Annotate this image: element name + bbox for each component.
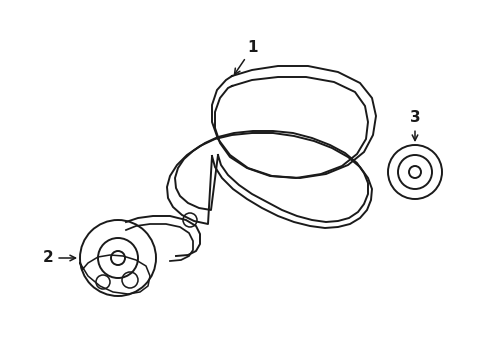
Text: 1: 1 — [234, 40, 258, 74]
Text: 2: 2 — [42, 251, 75, 266]
Text: 3: 3 — [409, 111, 420, 140]
